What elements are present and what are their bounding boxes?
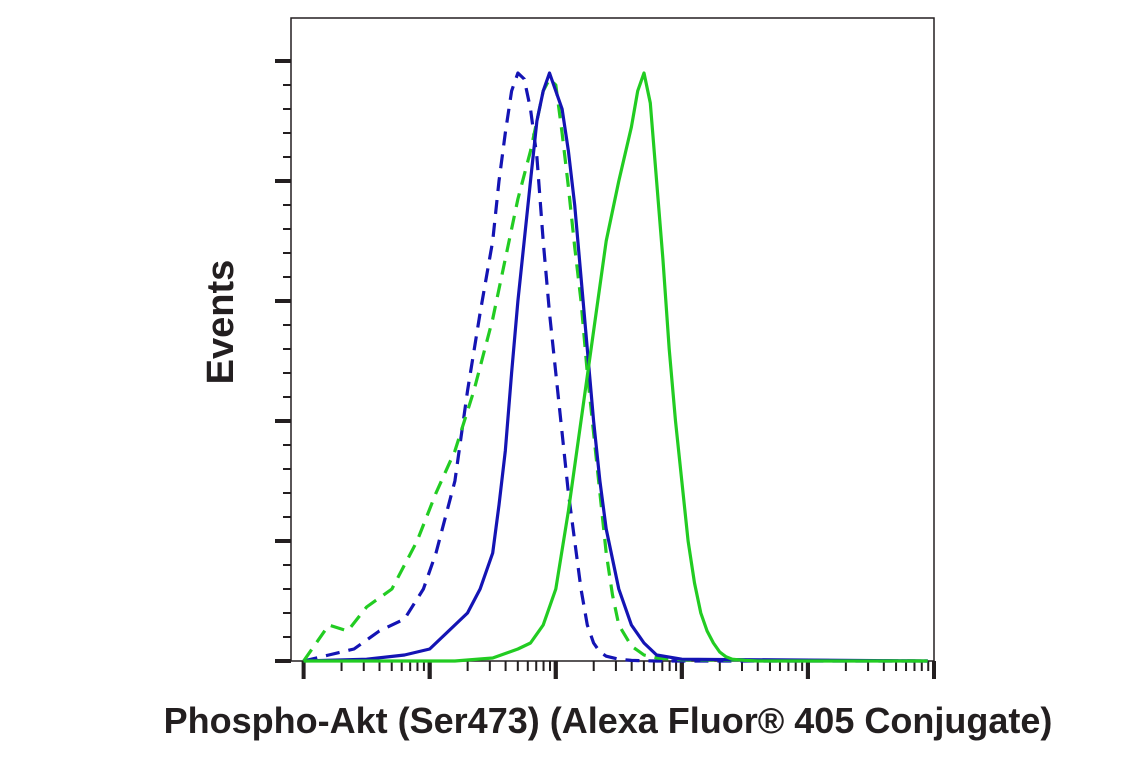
y-axis-label: Events: [200, 260, 242, 385]
solid-green-series: [303, 71, 928, 663]
x-axis-label: Phospho-Akt (Ser473) (Alexa Fluor® 405 C…: [164, 700, 1053, 741]
plot-frame: [290, 17, 935, 662]
solid-blue-series: [303, 71, 928, 663]
axes: [275, 17, 936, 679]
series-layer: [302, 71, 928, 663]
dashed-green-series: [302, 77, 928, 663]
